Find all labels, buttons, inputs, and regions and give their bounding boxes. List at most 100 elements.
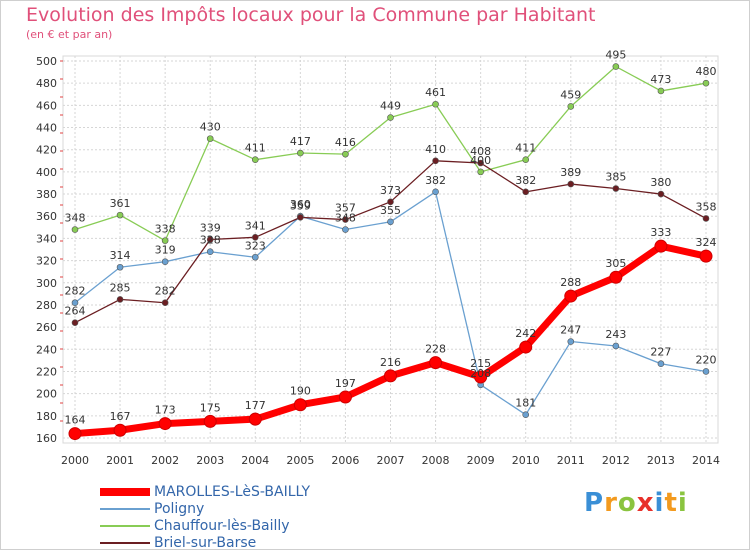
legend-swatch: [100, 488, 150, 496]
y-tick-label: 400: [36, 166, 57, 179]
legend-swatch: [100, 508, 150, 510]
logo-letter: i: [677, 488, 688, 518]
data-label: 339: [200, 222, 221, 235]
y-tick-label: 500: [36, 55, 57, 68]
data-point: [158, 417, 172, 431]
data-point: [251, 156, 259, 163]
data-label: 173: [155, 404, 176, 417]
data-label: 416: [335, 136, 356, 149]
data-label: 220: [696, 353, 717, 366]
data-point: [474, 370, 488, 384]
data-label: 181: [515, 397, 536, 410]
data-point: [657, 360, 665, 368]
data-label: 410: [425, 143, 446, 156]
data-point: [432, 157, 439, 165]
x-tick-label: 2006: [331, 454, 359, 467]
data-point: [71, 226, 79, 233]
chart-plot: 1601802002202402602803003203403603804004…: [36, 49, 720, 467]
data-label: 328: [200, 234, 221, 247]
data-label: 177: [245, 399, 266, 412]
data-point: [116, 211, 124, 219]
data-point: [477, 159, 484, 167]
data-point: [71, 319, 79, 326]
data-label: 348: [65, 212, 86, 225]
x-tick-label: 2013: [647, 454, 675, 467]
y-tick-label: 160: [36, 432, 57, 445]
legend-label: MAROLLES-LèS-BAILLY: [154, 484, 310, 500]
data-label: 228: [425, 343, 446, 356]
y-tick-label: 460: [36, 99, 57, 112]
logo-letter: i: [654, 488, 665, 518]
data-point: [657, 87, 665, 95]
data-point: [342, 226, 349, 233]
data-label: 197: [335, 377, 356, 390]
data-label: 461: [425, 86, 446, 99]
logo-letter: t: [664, 488, 678, 518]
data-point: [206, 236, 214, 243]
data-point: [522, 411, 530, 419]
x-tick-label: 2007: [377, 454, 405, 467]
data-label: 305: [605, 257, 626, 270]
y-tick-label: 260: [36, 321, 57, 334]
legend-label: Poligny: [154, 501, 205, 517]
data-point: [203, 414, 217, 428]
data-label: 338: [155, 223, 176, 236]
data-point: [206, 135, 214, 142]
data-label: 243: [605, 328, 626, 341]
y-tick-label: 180: [36, 410, 57, 423]
proxiti-logo: Proxiti: [584, 488, 688, 518]
data-point: [432, 188, 439, 196]
x-tick-label: 2004: [241, 454, 269, 467]
data-label: 247: [560, 324, 581, 337]
y-tick-label: 440: [36, 122, 57, 135]
legend-swatch: [100, 542, 150, 544]
data-label: 360: [290, 198, 311, 211]
data-point: [384, 369, 397, 383]
data-label: 227: [650, 346, 671, 359]
x-tick-label: 2010: [512, 454, 540, 467]
data-label: 190: [290, 385, 311, 398]
data-point: [657, 190, 665, 198]
data-label: 333: [650, 226, 671, 239]
data-label: 385: [605, 171, 626, 184]
data-label: 208: [470, 367, 491, 380]
data-label: 417: [290, 135, 311, 148]
y-tick-label: 360: [36, 210, 57, 223]
data-label: 358: [696, 200, 717, 213]
data-point: [429, 356, 443, 370]
y-tick-label: 200: [36, 388, 57, 401]
data-point: [338, 390, 352, 404]
data-point: [251, 234, 259, 241]
data-label: 357: [335, 202, 356, 215]
x-tick-label: 2012: [602, 454, 630, 467]
data-label: 324: [696, 236, 717, 249]
y-tick-label: 240: [36, 343, 57, 356]
data-point: [161, 299, 169, 307]
data-point: [564, 289, 578, 303]
data-label: 411: [515, 142, 536, 155]
data-label: 495: [605, 49, 626, 62]
x-tick-label: 2011: [557, 454, 585, 467]
y-tick-label: 300: [36, 277, 57, 290]
data-point: [522, 188, 530, 196]
data-point: [293, 398, 307, 412]
data-point: [68, 427, 82, 441]
data-label: 480: [696, 65, 717, 78]
logo-letter: P: [584, 488, 605, 518]
data-point: [654, 239, 668, 253]
data-point: [567, 180, 575, 188]
x-tick-label: 2005: [286, 454, 314, 467]
data-label: 430: [200, 121, 221, 134]
data-point: [161, 237, 169, 244]
data-label: 242: [515, 327, 536, 340]
data-label: 449: [380, 100, 401, 113]
data-label: 380: [650, 176, 671, 189]
data-point: [477, 168, 484, 176]
y-tick-label: 320: [36, 255, 57, 268]
legend-label: Briel-sur-Barse: [154, 535, 257, 551]
data-point: [702, 79, 710, 87]
data-point: [432, 100, 439, 108]
x-tick-label: 2002: [151, 454, 179, 467]
chart-title: Evolution des Impôts locaux pour la Comm…: [26, 4, 596, 26]
x-tick-label: 2009: [467, 454, 495, 467]
